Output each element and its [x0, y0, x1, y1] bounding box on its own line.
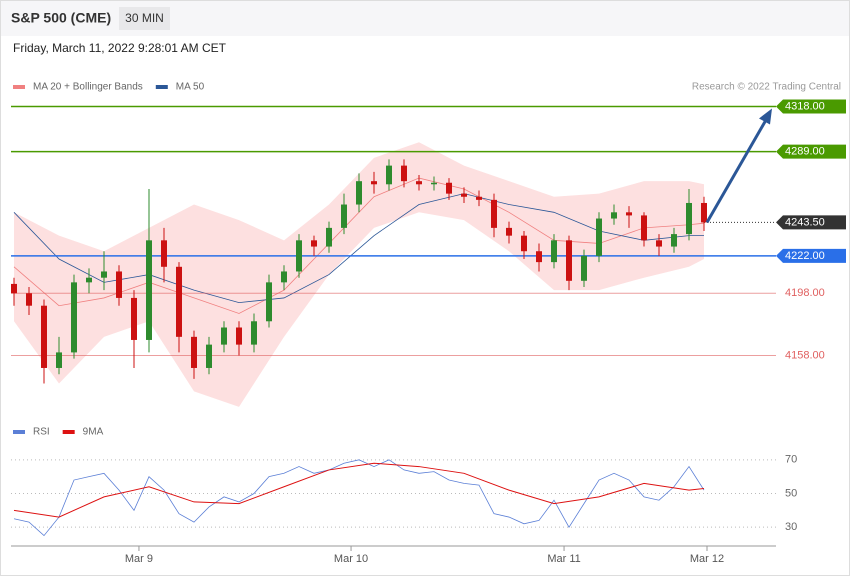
candle-body: [521, 235, 527, 252]
candle-body: [11, 283, 17, 294]
candle-body: [416, 181, 422, 185]
candle-body: [641, 215, 647, 241]
legend-label: RSI: [33, 427, 50, 438]
candle-body: [26, 293, 32, 306]
price-tag: [776, 99, 846, 114]
candle-body: [341, 204, 347, 228]
legend-swatch: [155, 85, 168, 89]
candle-body: [356, 181, 362, 205]
legend-swatch: [13, 430, 25, 434]
candle-body: [236, 327, 242, 345]
arrow-head: [759, 108, 772, 125]
candle-body: [401, 165, 407, 182]
candle-body: [326, 227, 332, 247]
title: S&P 500 (CME): [11, 10, 111, 26]
credit: Research © 2022 Trading Central: [692, 82, 841, 93]
candle-body: [476, 196, 482, 200]
candle-body: [311, 240, 317, 247]
candle-body: [581, 255, 587, 281]
ma20-line: [13, 177, 705, 314]
interval[interactable]: 30 MIN: [125, 11, 164, 25]
candle-body: [491, 199, 497, 228]
price-label: 4289.00: [785, 146, 825, 158]
candle-body: [131, 297, 137, 340]
candle-body: [386, 165, 392, 185]
candle-body: [161, 240, 167, 267]
x-tick-label: Mar 10: [334, 553, 368, 565]
target-arrow: [705, 115, 770, 224]
y-tick-label: 70: [785, 454, 797, 466]
candle-body: [371, 181, 377, 185]
x-tick-label: Mar 9: [125, 553, 153, 565]
timestamp: Friday, March 11, 2022 9:28:01 AM CET: [13, 41, 227, 55]
price-tag: [776, 248, 846, 263]
y-tick-label: 30: [785, 521, 797, 533]
candle-body: [506, 227, 512, 236]
rsi-ma-line: [13, 462, 705, 518]
candle-body: [611, 212, 617, 219]
candle-body: [266, 282, 272, 322]
candle-body: [596, 218, 602, 256]
candle-body: [431, 182, 437, 185]
price-label: 4318.00: [785, 100, 825, 112]
candle-body: [551, 240, 557, 263]
candle-body: [71, 282, 77, 353]
legend-label: 9MA: [83, 427, 104, 438]
candle-body: [701, 202, 707, 223]
candle-body: [461, 193, 467, 197]
candle-body: [221, 327, 227, 345]
candle-body: [206, 344, 212, 368]
candle-body: [626, 212, 632, 216]
ma50-line: [13, 193, 704, 303]
candle-body: [296, 240, 302, 272]
candle-body: [116, 271, 122, 298]
candle-body: [101, 271, 107, 278]
candle-body: [191, 336, 197, 368]
candle-body: [566, 240, 572, 281]
candle-body: [251, 321, 257, 345]
price-label: 4222.00: [785, 250, 825, 262]
x-tick-label: Mar 11: [547, 553, 580, 565]
candle-body: [536, 251, 542, 263]
candle-body: [176, 266, 182, 337]
candle-body: [146, 240, 152, 340]
x-tick-label: Mar 12: [690, 553, 724, 565]
legend-label: MA 20 + Bollinger Bands: [33, 82, 143, 93]
price-label: 4158.00: [785, 349, 825, 361]
candle-body: [41, 305, 47, 368]
y-tick-label: 50: [785, 487, 797, 499]
price-label: 4243.50: [785, 216, 825, 228]
legend-label: MA 50: [176, 82, 205, 93]
interval-box[interactable]: [119, 7, 170, 30]
candle-body: [56, 352, 62, 368]
candle-body: [686, 202, 692, 235]
legend-swatch: [13, 85, 25, 89]
candle-body: [656, 240, 662, 247]
candle-body: [446, 182, 452, 194]
price-label: 4198.00: [785, 287, 825, 299]
price-tag: [776, 144, 846, 159]
candle-body: [671, 234, 677, 247]
rsi-line: [13, 459, 705, 537]
price-tag: [776, 215, 846, 230]
legend-swatch: [62, 430, 75, 434]
candle-body: [281, 271, 287, 283]
candle-body: [86, 277, 92, 283]
